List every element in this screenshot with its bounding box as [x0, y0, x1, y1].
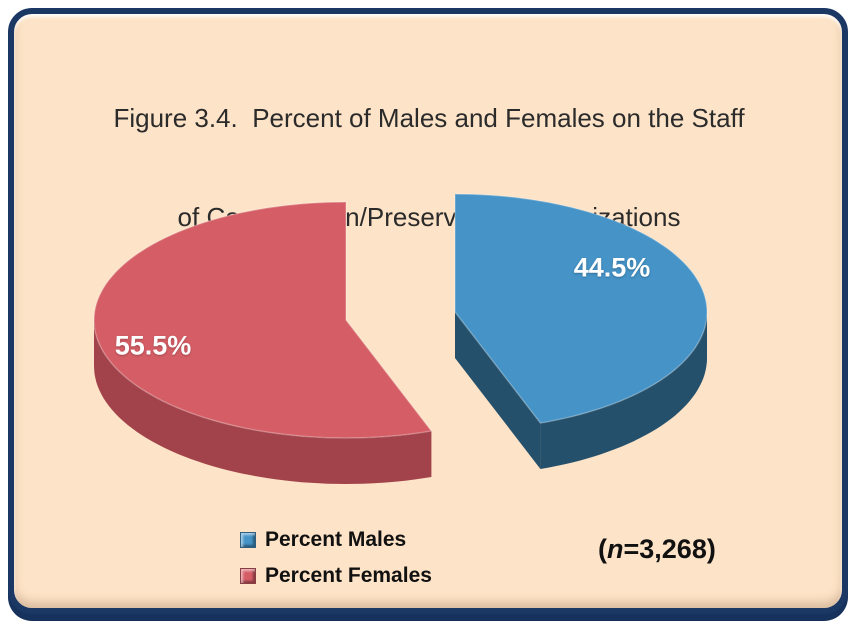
legend-item-males: Percent Males	[240, 526, 432, 553]
annotation-open-paren: (	[598, 534, 607, 564]
pie-label-males: 44.5%	[573, 252, 651, 283]
legend-marker-males-icon	[240, 531, 256, 548]
annotation-n-symbol: n	[607, 534, 624, 564]
figure-title-line1: Figure 3.4. Percent of Males and Females…	[113, 103, 745, 133]
pie-label-females: 55.5%	[114, 330, 192, 361]
annotation-value: =3,268)	[623, 534, 716, 564]
legend-label-females: Percent Females	[265, 563, 432, 587]
pie-slice-percent-females	[93, 201, 433, 439]
legend-label-males: Percent Males	[265, 527, 407, 551]
legend-marker-females-icon	[240, 567, 256, 584]
pie-slice-percent-males-side	[540, 312, 707, 469]
legend-item-females: Percent Females	[240, 562, 432, 589]
pie-slice-percent-males	[454, 193, 708, 424]
pie-slice-percent-males-cut-side	[455, 312, 541, 469]
sample-size-annotation: (n=3,268)	[598, 534, 716, 565]
pie-slice-percent-females-side	[94, 320, 432, 484]
chart-legend: Percent Males Percent Females	[240, 526, 432, 589]
